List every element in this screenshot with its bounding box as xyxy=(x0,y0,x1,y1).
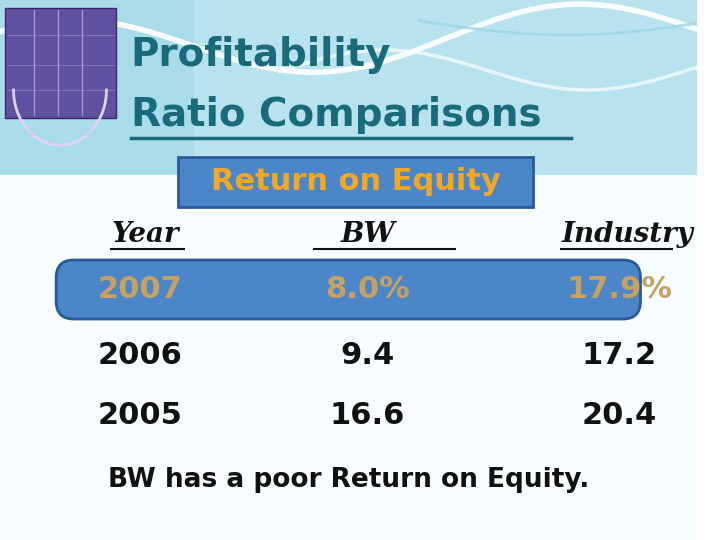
FancyBboxPatch shape xyxy=(56,260,641,319)
Text: BW: BW xyxy=(341,221,395,248)
FancyBboxPatch shape xyxy=(0,0,697,175)
Text: BW has a poor Return on Equity.: BW has a poor Return on Equity. xyxy=(107,467,589,493)
Text: 2007: 2007 xyxy=(98,275,183,305)
FancyBboxPatch shape xyxy=(0,175,697,540)
Text: 2006: 2006 xyxy=(98,341,183,369)
Text: 20.4: 20.4 xyxy=(582,401,657,429)
FancyBboxPatch shape xyxy=(178,157,533,207)
Text: 9.4: 9.4 xyxy=(341,341,395,369)
Text: Return on Equity: Return on Equity xyxy=(211,167,500,197)
Text: 2005: 2005 xyxy=(98,401,183,429)
Text: 17.9%: 17.9% xyxy=(566,275,672,305)
Text: Industry: Industry xyxy=(561,221,693,248)
FancyBboxPatch shape xyxy=(5,8,116,118)
Text: 16.6: 16.6 xyxy=(330,401,405,429)
Text: Year: Year xyxy=(112,221,179,248)
Text: 8.0%: 8.0% xyxy=(325,275,410,305)
Text: 17.2: 17.2 xyxy=(582,341,657,369)
Text: Profitability: Profitability xyxy=(130,36,391,74)
Text: Ratio Comparisons: Ratio Comparisons xyxy=(130,96,541,134)
FancyBboxPatch shape xyxy=(194,0,697,175)
